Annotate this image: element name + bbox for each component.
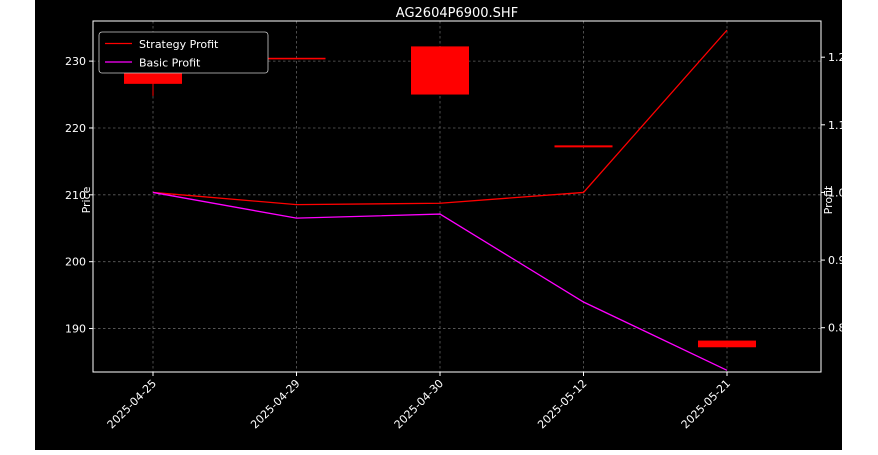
- y-axis-label-left: Price: [80, 186, 93, 213]
- legend: Strategy Profit Basic Profit: [98, 31, 269, 74]
- candle-body: [698, 340, 756, 348]
- y-tick-label-right: 1.0: [828, 186, 842, 199]
- chart-figure: 2025-04-25 2025-04-29 2025-04-30 2025-05-12…: [35, 0, 846, 450]
- y-tick-label-right: 1.1: [828, 119, 842, 132]
- legend-label-basic-profit: Basic Profit: [139, 57, 201, 70]
- y-tick-label-left: 230: [65, 55, 86, 68]
- candle-body: [267, 57, 326, 60]
- strategy-profit-line: [152, 29, 728, 206]
- y-tick-label-right: 0.9: [828, 254, 842, 267]
- chart-svg: 2025-04-25 2025-04-29 2025-04-30 2025-05-12…: [65, 6, 846, 431]
- x-tick-label: 2025-04-29: [248, 377, 302, 431]
- legend-box: [98, 31, 269, 74]
- legend-label-strategy-profit: Strategy Profit: [139, 38, 219, 51]
- y-tick-label-left: 200: [65, 256, 86, 269]
- y-tick-label-left: 210: [65, 189, 86, 202]
- x-tick-label: 2025-04-25: [105, 377, 159, 431]
- candle-body: [554, 145, 613, 148]
- chart-title: AG2604P6900.SHF: [396, 6, 518, 21]
- candle-body: [411, 46, 469, 95]
- line-layer: [152, 29, 728, 371]
- plot-frame: [92, 20, 822, 373]
- y-axis-label-right: Profit: [822, 185, 835, 214]
- axis-layer: 2025-04-25 2025-04-29 2025-04-30 2025-05-12…: [65, 51, 846, 431]
- basic-profit-line: [152, 191, 728, 371]
- y-tick-label-right: 0.8: [828, 322, 842, 335]
- x-tick-label: 2025-04-30: [392, 377, 446, 431]
- x-tick-label: 2025-05-12: [535, 377, 589, 431]
- y-tick-label-left: 190: [65, 323, 86, 336]
- x-tick-label: 2025-05-21: [679, 377, 733, 431]
- y-tick-label-right: 1.2: [828, 51, 842, 64]
- y-tick-label-left: 220: [65, 122, 86, 135]
